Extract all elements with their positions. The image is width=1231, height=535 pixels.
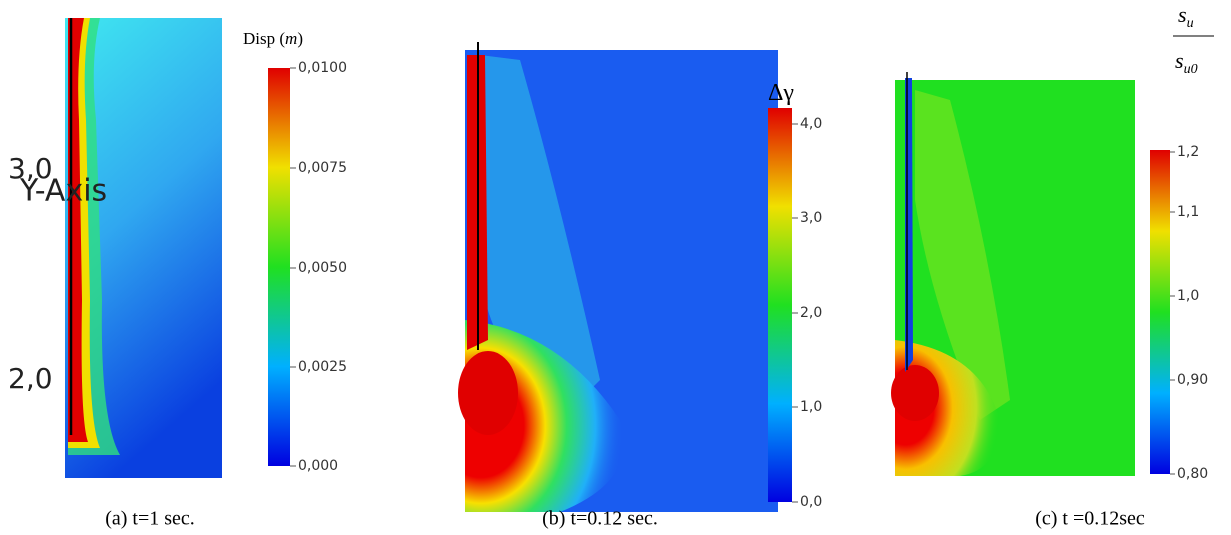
tick-label: 1,2 [1177, 144, 1199, 160]
field [480, 55, 600, 420]
text: Disp [243, 29, 275, 48]
panel-c: su su0 1,2 1,1 1,0 0,90 0,80 (c) t =0.12… [891, 2, 1214, 530]
field [915, 90, 1010, 420]
colorbar [768, 108, 792, 502]
tick-label: 1,0 [800, 399, 822, 415]
tick-label: 0,000 [298, 458, 338, 474]
text: s [1175, 48, 1184, 73]
panel-b: Δγ 4,0 3,0 2,0 1,0 0,0 (b) t=0.12 sec. [458, 42, 822, 530]
tick-label: 0,80 [1177, 466, 1208, 482]
caption: (b) t=0.12 sec. [542, 508, 658, 530]
axis-label: 2,0 [8, 362, 53, 395]
svg-text:su: su [1178, 2, 1194, 31]
svg-text:su0: su0 [1175, 48, 1198, 77]
colorbar [1150, 150, 1170, 474]
tick-label: 2,0 [800, 305, 822, 321]
axis-label: Y-Axis [19, 174, 107, 209]
tick-label: 4,0 [800, 116, 822, 132]
axis-label: 3,0 [8, 152, 53, 185]
field [891, 365, 939, 421]
ticks: 4,0 3,0 2,0 1,0 0,0 [792, 116, 822, 510]
colorbar-title: Disp (m) [243, 29, 303, 48]
tick-label: 0,0050 [298, 260, 347, 276]
colorbar [268, 68, 290, 466]
colorbar-title: su su0 [1173, 2, 1214, 77]
tick-label: 3,0 [800, 210, 822, 226]
text: m [285, 29, 297, 48]
tick-label: 1,1 [1177, 204, 1199, 220]
tick-label: 0,0100 [298, 60, 347, 76]
caption: (c) t =0.12sec [1035, 508, 1145, 530]
panel-a: 3,0 Y-Axis 2,0 Disp (m) 0,0100 0,0075 0,… [8, 18, 347, 530]
field [905, 78, 913, 372]
colorbar-title: Δγ [768, 80, 794, 106]
tick-label: 0,0075 [298, 160, 347, 176]
caption: (a) t=1 sec. [105, 508, 195, 530]
ticks: 1,2 1,1 1,0 0,90 0,80 [1170, 144, 1208, 482]
field [68, 18, 88, 442]
text: u [1187, 16, 1194, 31]
tick-label: 1,0 [1177, 288, 1199, 304]
tick-label: 0,0025 [298, 359, 347, 375]
text: u0 [1184, 62, 1198, 77]
tick-label: 0,90 [1177, 372, 1208, 388]
ticks: 0,0100 0,0075 0,0050 0,0025 0,000 [290, 60, 347, 474]
field [458, 351, 518, 435]
tick-label: 0,0 [800, 494, 822, 510]
text: s [1178, 2, 1187, 27]
